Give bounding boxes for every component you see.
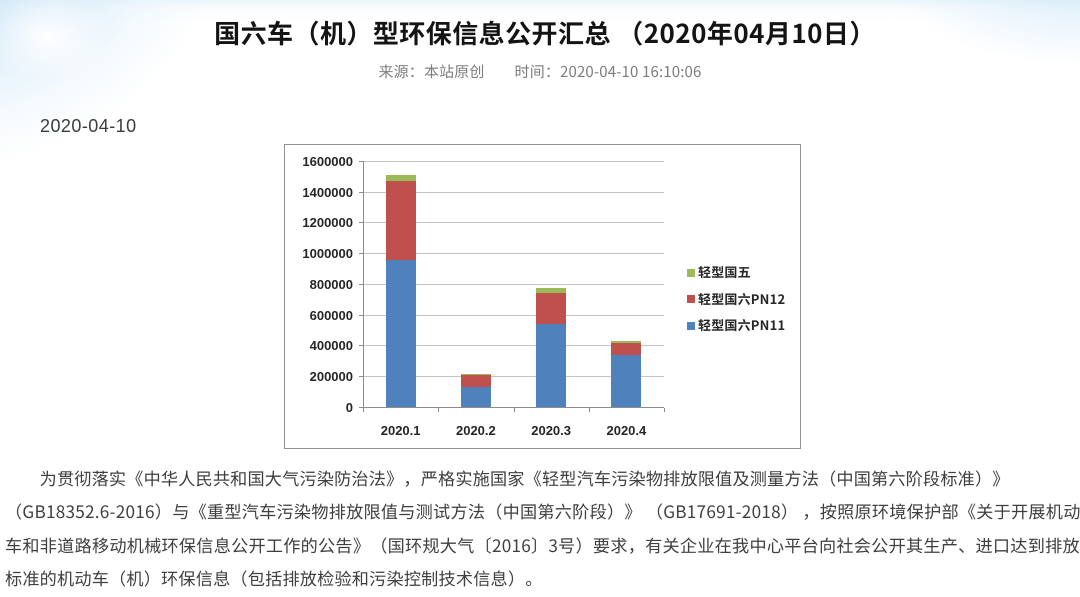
grid-line — [363, 192, 664, 193]
x-axis-label: 2020.2 — [455, 423, 496, 438]
article-paragraph: 为贯彻落实《中华人民共和国大气污染防治法》，严格实施国家《轻型汽车污染物排放限值… — [5, 461, 1080, 595]
bar-segment-轻型国五 — [536, 288, 567, 293]
stacked-bar-chart: 0 200000 400000 600000 800000 1000000 1200000 1… — [284, 144, 801, 449]
legend-item: 轻型国五 — [687, 262, 797, 281]
y-axis-label: 1400000 — [302, 185, 353, 200]
x-axis-tick — [664, 408, 665, 412]
y-axis-tick — [359, 253, 363, 254]
y-axis-label: 1600000 — [302, 154, 353, 169]
meta-source-value: 本站原创 — [423, 61, 485, 82]
y-axis-tick — [359, 161, 363, 162]
grid-line — [363, 253, 664, 254]
x-axis-tick — [363, 408, 364, 412]
paragraph-line: 为贯彻落实《中华人民共和国大气污染防治法》，严格实施国家《轻型汽车污染物排放限值… — [5, 465, 1010, 490]
y-axis-label: 0 — [345, 400, 353, 415]
y-axis-label: 1200000 — [302, 215, 353, 230]
legend-item: 轻型国六PN11 — [687, 315, 797, 334]
bar-segment-轻型国六PN12 — [611, 342, 642, 355]
bar-segment-轻型国六PN12 — [385, 181, 416, 261]
date-stamp: 2020-04-10 — [40, 116, 137, 136]
bar-segment-轻型国六PN11 — [611, 354, 642, 407]
bar-segment-轻型国五 — [611, 340, 642, 343]
x-axis-label: 2020.4 — [606, 423, 647, 438]
page-title: 国六车（机）型环保信息公开汇总 （2020年04月10日） — [214, 14, 876, 51]
x-axis-tick — [514, 408, 515, 412]
legend-swatch — [687, 295, 695, 303]
grid-line — [363, 284, 664, 285]
y-axis-tick — [359, 192, 363, 193]
y-axis-tick — [359, 407, 363, 408]
bar-segment-轻型国六PN11 — [460, 387, 491, 407]
y-axis-label: 400000 — [309, 338, 353, 353]
bar-segment-轻型国五 — [460, 373, 491, 376]
y-axis-tick — [359, 376, 363, 377]
meta-source-label: 来源： — [378, 61, 424, 82]
y-axis-label: 600000 — [309, 308, 353, 323]
legend-swatch — [687, 321, 695, 330]
x-axis-line — [363, 407, 664, 408]
x-axis-tick — [438, 408, 439, 412]
paragraph-line: 标准的机动车（机）环保信息（包括排放检验和污染控制技术信息）。 — [5, 565, 543, 591]
meta-time-label: 时间： — [514, 61, 560, 82]
x-axis-label: 2020.3 — [531, 423, 571, 438]
legend-swatch — [687, 268, 695, 277]
bar-segment-轻型国五 — [385, 174, 416, 182]
y-axis-line — [363, 161, 364, 407]
bar-segment-轻型国六PN11 — [385, 260, 416, 407]
y-axis-label: 1000000 — [302, 246, 353, 261]
grid-line — [363, 222, 664, 223]
grid-line — [363, 161, 664, 162]
legend-label: 轻型国六PN12 — [698, 288, 786, 308]
article-meta: 来源：本站原创 时间：2020-04-10 16:10:06 — [0, 61, 1080, 82]
legend-item: 轻型国六PN12 — [687, 289, 797, 308]
y-axis-tick — [359, 315, 363, 316]
y-axis-tick — [359, 284, 363, 285]
bar-segment-轻型国六PN11 — [536, 323, 567, 407]
grid-line — [363, 315, 664, 316]
x-axis-tick — [589, 408, 590, 412]
x-axis-label: 2020.1 — [380, 423, 421, 438]
legend-label: 轻型国六PN11 — [698, 315, 786, 334]
bar-segment-轻型国六PN12 — [460, 375, 491, 387]
meta-time-value: 2020-04-10 16:10:06 — [560, 61, 702, 82]
legend-label: 轻型国五 — [698, 262, 751, 281]
bar-segment-轻型国六PN12 — [536, 292, 567, 324]
y-axis-label: 200000 — [309, 369, 353, 384]
paragraph-line: 车和非道路移动机械环保信息公开工作的公告》（国环规大气〔2016〕3号）要求，有… — [5, 531, 1080, 557]
paragraph-line: （GB18352.6-2016）与《重型汽车污染物排放限值与测试方法（中国第六阶… — [5, 498, 1080, 524]
grid-line — [363, 376, 664, 377]
y-axis-tick — [359, 222, 363, 223]
grid-line — [363, 345, 664, 346]
y-axis-tick — [359, 345, 363, 346]
chart-plot-area: 0 200000 400000 600000 800000 1000000 1200000 1… — [285, 145, 802, 450]
y-axis-label: 800000 — [309, 277, 353, 292]
